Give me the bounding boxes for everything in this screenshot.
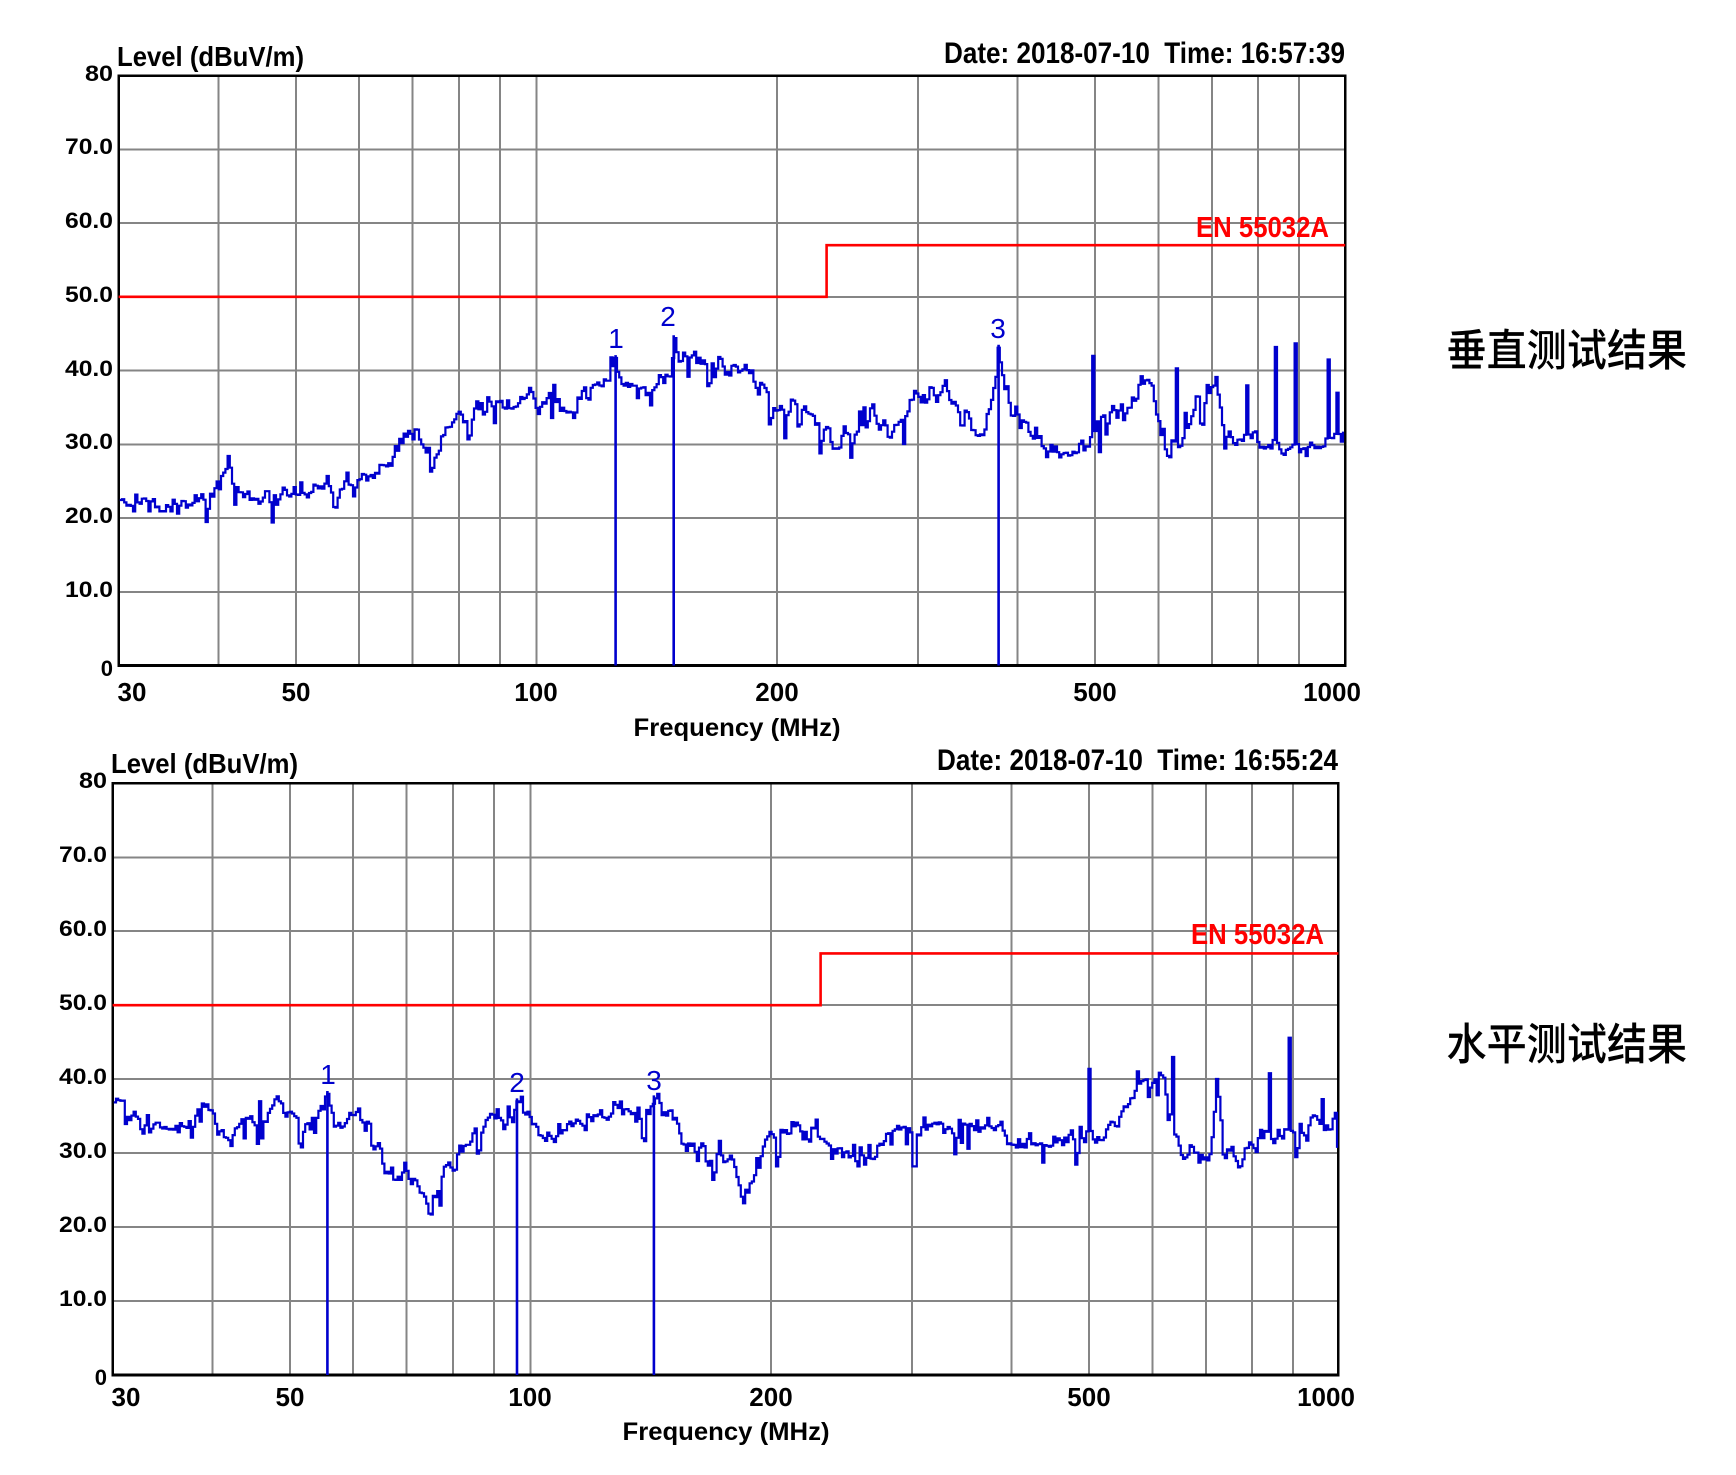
svg-text:60.0: 60.0 [59,916,107,941]
svg-text:10.0: 10.0 [59,1286,107,1311]
svg-text:40.0: 40.0 [65,356,113,381]
svg-text:80: 80 [79,768,107,793]
svg-text:30.0: 30.0 [65,429,113,454]
svg-text:50.0: 50.0 [59,990,107,1015]
svg-text:Frequency (MHz): Frequency (MHz) [634,714,841,742]
svg-text:2: 2 [660,301,676,332]
svg-text:1000: 1000 [1297,1382,1355,1412]
svg-text:40.0: 40.0 [59,1064,107,1089]
svg-text:80: 80 [85,61,113,86]
svg-text:50.0: 50.0 [65,282,113,307]
svg-text:200: 200 [755,677,798,707]
svg-text:100: 100 [514,677,557,707]
svg-text:20.0: 20.0 [65,503,113,528]
svg-text:70.0: 70.0 [65,134,113,159]
svg-text:Level (dBuV/m): Level (dBuV/m) [111,748,298,779]
svg-text:Date: 2018-07-10 Time: 16:55:: Date: 2018-07-10 Time: 16:55:24 [937,744,1338,777]
svg-text:30.0: 30.0 [59,1138,107,1163]
svg-text:60.0: 60.0 [65,208,113,233]
svg-text:1000: 1000 [1303,677,1361,707]
svg-text:500: 500 [1067,1382,1110,1412]
svg-text:Frequency (MHz): Frequency (MHz) [623,1418,830,1446]
svg-text:100: 100 [508,1382,551,1412]
svg-text:1: 1 [608,323,624,354]
svg-text:3: 3 [646,1065,662,1096]
svg-text:50: 50 [282,677,311,707]
svg-text:200: 200 [749,1382,792,1412]
svg-text:30: 30 [112,1382,141,1412]
svg-text:0: 0 [101,656,113,681]
svg-text:0: 0 [95,1365,107,1390]
svg-text:70.0: 70.0 [59,842,107,867]
svg-text:EN 55032A: EN 55032A [1196,212,1329,244]
svg-text:30: 30 [118,677,147,707]
svg-text:1: 1 [320,1059,336,1090]
svg-text:Date: 2018-07-10 Time: 16:57:: Date: 2018-07-10 Time: 16:57:39 [944,37,1345,70]
svg-text:Level (dBuV/m): Level (dBuV/m) [117,41,304,72]
svg-text:20.0: 20.0 [59,1212,107,1237]
svg-text:3: 3 [990,313,1006,344]
svg-text:50: 50 [276,1382,305,1412]
svg-text:EN 55032A: EN 55032A [1191,919,1324,951]
svg-text:2: 2 [509,1067,525,1098]
svg-text:10.0: 10.0 [65,577,113,602]
svg-text:500: 500 [1073,677,1116,707]
